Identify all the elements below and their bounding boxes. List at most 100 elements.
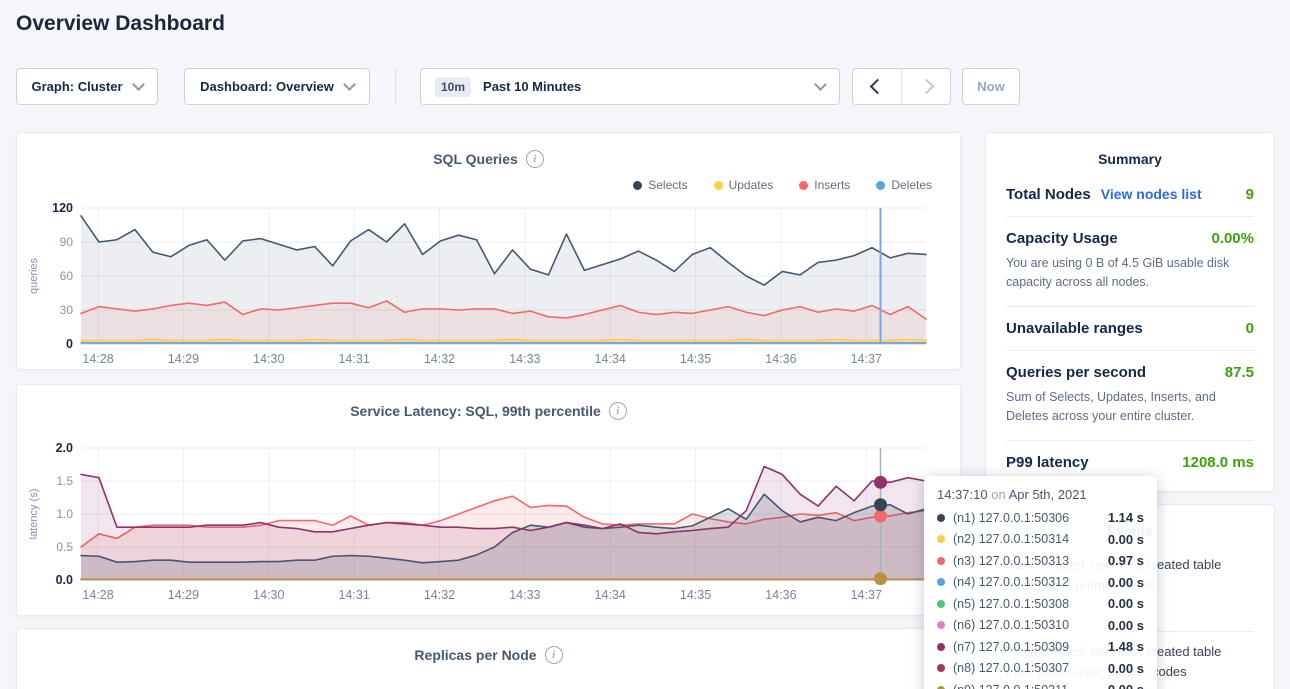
svg-text:1.0: 1.0: [56, 507, 73, 521]
legend-item[interactable]: Inserts: [799, 176, 850, 194]
summary-value: 87.5: [1224, 363, 1254, 381]
summary-value: 1208.0 ms: [1182, 453, 1254, 471]
range-badge: 10m: [435, 76, 472, 97]
chevron-down-icon: [814, 78, 827, 91]
tooltip-row: (n5) 127.0.0.1:50308 0.00 s: [937, 593, 1144, 615]
graph-dropdown[interactable]: Graph: Cluster: [16, 68, 158, 105]
svg-text:14:37: 14:37: [851, 588, 882, 602]
tooltip-row: (n6) 127.0.0.1:50310 0.00 s: [937, 615, 1144, 637]
summary-row: Total Nodes View nodes list 9: [1006, 173, 1254, 217]
service-latency-panel: Service Latency: SQL, 99th percentile 0.…: [16, 384, 961, 616]
node-label: (n1) 127.0.0.1:50306: [953, 510, 1070, 525]
node-color-dot-icon: [937, 621, 945, 630]
node-color-dot-icon: [937, 556, 945, 565]
legend-dot-icon: [633, 180, 643, 190]
dashboard-dropdown-label: Dashboard: Overview: [200, 79, 334, 94]
node-label: (n7) 127.0.0.1:50309: [953, 639, 1070, 654]
summary-row: P99 latency 1208.0 ms: [1006, 441, 1254, 484]
svg-text:14:33: 14:33: [509, 352, 540, 366]
legend-item[interactable]: Updates: [713, 176, 774, 194]
legend-label: Updates: [728, 178, 774, 192]
range-label: Past 10 Minutes: [483, 79, 582, 94]
node-latency-value: 0.00 s: [1107, 574, 1144, 590]
svg-text:60: 60: [60, 269, 74, 283]
svg-text:14:28: 14:28: [82, 588, 113, 602]
dashboard-dropdown[interactable]: Dashboard: Overview: [184, 68, 370, 105]
node-color-dot-icon: [937, 599, 945, 608]
node-latency-value: 0.00 s: [1108, 682, 1144, 689]
node-color-dot-icon: [937, 513, 945, 522]
svg-text:14:34: 14:34: [595, 588, 626, 602]
view-nodes-link[interactable]: View nodes list: [1100, 186, 1202, 202]
svg-text:14:30: 14:30: [253, 352, 284, 366]
node-latency-value: 1.14 s: [1107, 510, 1144, 526]
node-color-dot-icon: [937, 535, 945, 544]
summary-row: Queries per second 87.5 Sum of Selects, Up…: [1006, 351, 1254, 441]
tooltip-row: (n2) 127.0.0.1:50314 0.00 s: [937, 529, 1144, 551]
summary-rows: Total Nodes View nodes list 9 Capacity Usag…: [986, 173, 1274, 484]
svg-text:1.5: 1.5: [56, 474, 73, 488]
svg-text:14:32: 14:32: [424, 352, 455, 366]
chart-title: Replicas per Node: [414, 647, 537, 663]
legend-dot-icon: [876, 180, 886, 190]
now-button-label: Now: [977, 79, 1005, 94]
tooltip-row: (n7) 127.0.0.1:50309 1.48 s: [937, 636, 1144, 658]
node-latency-value: 0.00 s: [1107, 596, 1144, 612]
legend-item[interactable]: Deletes: [876, 176, 932, 194]
node-label: (n6) 127.0.0.1:50310: [953, 618, 1070, 633]
legend-dot-icon: [799, 180, 809, 190]
chevron-down-icon: [131, 78, 145, 91]
sql-queries-chart[interactable]: 0 30 60 90 120 14:28 14:29 14:30 14:31 14:32 14:33…: [17, 198, 960, 369]
info-icon[interactable]: [608, 402, 627, 420]
prev-range-button[interactable]: [853, 69, 901, 104]
tooltip-row: (n4) 127.0.0.1:50312 0.00 s: [937, 572, 1144, 594]
legend-item[interactable]: Selects: [633, 176, 688, 194]
summary-label: Unavailable ranges: [1006, 319, 1143, 337]
node-label: (n8) 127.0.0.1:50307: [953, 661, 1070, 676]
tooltip-time: 14:37:10 on Apr 5th, 2021: [937, 487, 1087, 502]
time-range-picker[interactable]: 10m Past 10 Minutes: [420, 68, 840, 105]
range-step-buttons: [852, 68, 951, 105]
sql-queries-panel: SQL Queries Selects Updates Inserts Deletes…: [16, 132, 961, 370]
svg-text:14:30: 14:30: [253, 588, 284, 602]
summary-label: P99 latency: [1006, 453, 1089, 471]
info-icon[interactable]: [525, 150, 544, 168]
node-label: (n3) 127.0.0.1:50313: [953, 553, 1070, 568]
svg-text:0.0: 0.0: [56, 573, 73, 587]
chevron-down-icon: [342, 78, 356, 91]
svg-text:14:32: 14:32: [424, 588, 455, 602]
node-latency-value: 0.97 s: [1107, 553, 1144, 569]
node-latency-value: 0.00 s: [1107, 531, 1144, 547]
summary-desc: You are using 0 B of 4.5 GiB usable disk…: [1006, 256, 1230, 290]
service-latency-chart[interactable]: 0.0 0.5 1.0 1.5 2.0 14:28 14:29 14:30 14:31 14:32…: [17, 438, 960, 606]
now-button[interactable]: Now: [962, 68, 1020, 105]
svg-text:14:29: 14:29: [168, 588, 199, 602]
summary-row: Capacity Usage 0.00% You are using 0 B of …: [1006, 217, 1254, 307]
svg-text:14:28: 14:28: [82, 352, 113, 366]
info-icon[interactable]: [544, 646, 563, 664]
node-label: (n4) 127.0.0.1:50312: [953, 575, 1070, 590]
tooltip-row: (n9) 127.0.0.1:503110.00 s: [937, 679, 1144, 689]
svg-text:14:29: 14:29: [168, 352, 199, 366]
legend-dot-icon: [713, 180, 723, 190]
chart-title: Service Latency: SQL, 99th percentile: [350, 403, 601, 419]
summary-title: Summary: [1098, 151, 1162, 167]
svg-text:14:35: 14:35: [680, 588, 711, 602]
node-latency-value: 0.00 s: [1107, 660, 1144, 676]
chevron-right-icon: [918, 78, 934, 95]
legend-label: Inserts: [814, 178, 851, 192]
node-latency-value: 0.00 s: [1107, 617, 1144, 633]
svg-text:14:36: 14:36: [765, 588, 796, 602]
summary-value: 9: [1245, 186, 1254, 203]
svg-text:14:34: 14:34: [595, 352, 626, 366]
svg-text:0: 0: [66, 337, 73, 351]
summary-value: 0.00%: [1211, 230, 1254, 247]
summary-label: Total Nodes: [1006, 186, 1091, 203]
node-label: (n9) 127.0.0.1:50311: [953, 683, 1108, 689]
svg-text:latency (s): latency (s): [28, 489, 40, 540]
next-range-button[interactable]: [901, 69, 950, 104]
page-title: Overview Dashboard: [16, 12, 225, 35]
node-color-dot-icon: [937, 685, 945, 689]
summary-card: Summary Total Nodes View nodes list 9 Capac…: [985, 132, 1275, 492]
